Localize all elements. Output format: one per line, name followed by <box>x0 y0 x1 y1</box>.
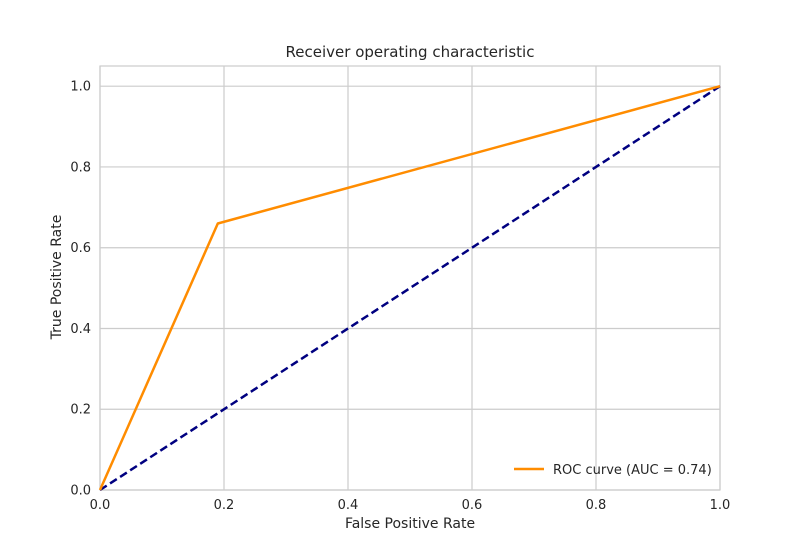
y-tick-label: 0.0 <box>70 484 91 499</box>
y-tick-label: 0.4 <box>70 322 91 337</box>
series-layer <box>98 84 721 492</box>
tick-labels: 0.0 0.2 0.4 0.6 0.8 1.0 0.0 0.2 0.4 0.6 0.8 1.0 <box>70 80 730 513</box>
chart-title: Receiver operating characteristic <box>286 43 535 61</box>
x-tick-label: 0.8 <box>586 498 607 513</box>
x-tick-label: 0.4 <box>338 498 359 513</box>
y-tick-label: 1.0 <box>70 80 91 95</box>
plot-frame <box>99 65 721 491</box>
legend: ROC curve (AUC = 0.74) <box>514 463 712 478</box>
grid-lines <box>99 66 721 491</box>
legend-label-roc-curve: ROC curve (AUC = 0.74) <box>553 463 712 478</box>
x-tick-label: 0.6 <box>462 498 483 513</box>
y-tick-label: 0.8 <box>70 160 91 175</box>
y-tick-label: 0.6 <box>70 241 91 256</box>
plot-area <box>100 66 720 490</box>
series-line-roc-curve <box>98 84 721 491</box>
x-tick-label: 1.0 <box>710 498 731 513</box>
series-line-diagonal <box>99 85 721 492</box>
y-tick-label: 0.2 <box>70 403 91 418</box>
y-axis-title: True Positive Rate <box>49 215 65 341</box>
x-axis-title: False Positive Rate <box>345 516 475 532</box>
x-tick-label: 0.2 <box>214 498 235 513</box>
x-tick-label: 0.0 <box>90 498 111 513</box>
